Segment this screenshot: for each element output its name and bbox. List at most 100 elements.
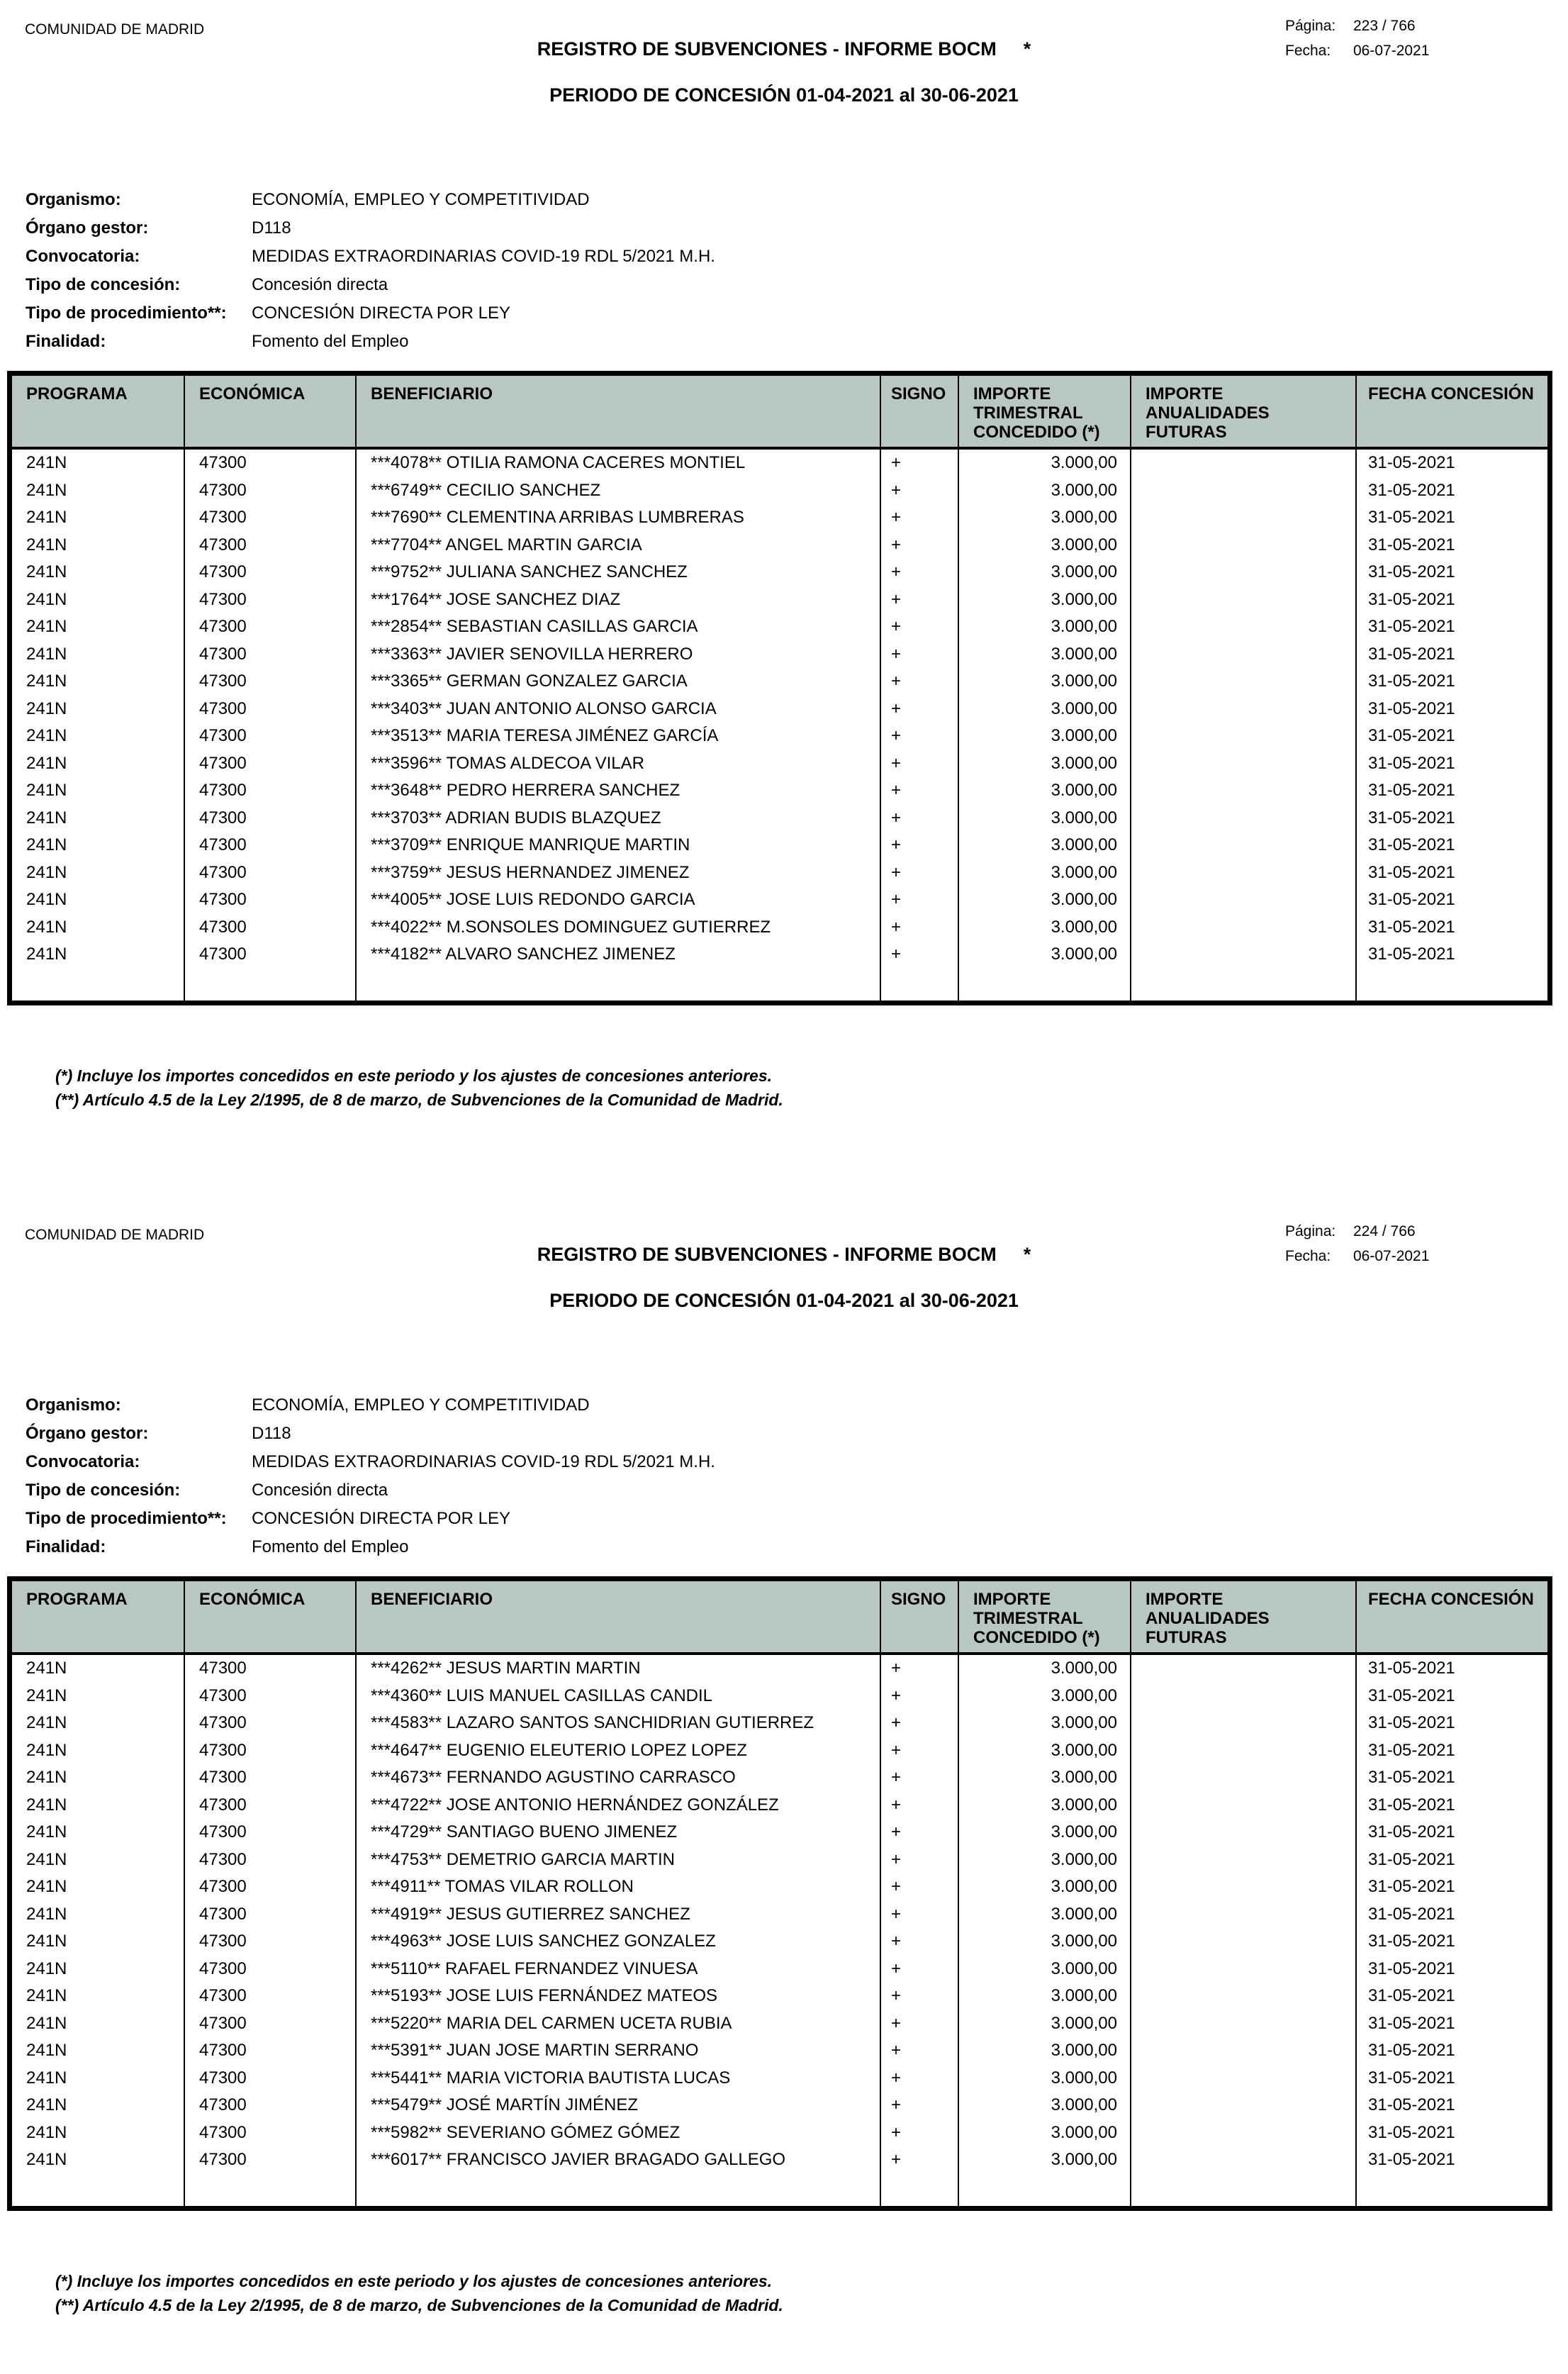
- table-cell: 47300: [185, 2037, 357, 2065]
- table-cell: 31-05-2021: [1368, 480, 1455, 500]
- table-cell: +: [881, 804, 959, 832]
- table-cell: ***4005** JOSE LUIS REDONDO GARCIA: [357, 886, 881, 914]
- table-cell: ***4673** FERNANDO AGUSTINO CARRASCO: [357, 1764, 881, 1792]
- table-cell: ***4022** M.SONSOLES DOMINGUEZ GUTIERREZ: [357, 913, 881, 941]
- table-cell: +: [881, 832, 959, 859]
- table-cell: 241N: [12, 913, 185, 941]
- table-header-cell: PROGRAMA: [12, 1581, 185, 1652]
- table-row: 241N 47300 ***4360** LUIS MANUEL CASILLAS …: [12, 1682, 1547, 1710]
- table-cell: 47300: [185, 2119, 357, 2146]
- table-cell: +: [881, 1737, 959, 1764]
- table-cell: 3.000,00: [959, 2037, 1131, 2065]
- table-cell: ***5220** MARIA DEL CARMEN UCETA RUBIA: [357, 2010, 881, 2037]
- table-cell: 241N: [12, 531, 185, 559]
- table-cell: [1131, 723, 1357, 750]
- date-value: 06-07-2021: [1353, 43, 1430, 59]
- table-cell: 3.000,00: [959, 1928, 1131, 1956]
- footnote: (**) Artículo 4.5 de la Ley 2/1995, de 8…: [55, 2296, 783, 2314]
- table-cell: [1131, 477, 1357, 504]
- table-row: 241N 47300 ***4022** M.SONSOLES DOMINGUEZ …: [12, 913, 1547, 941]
- table-cell: 31-05-2021: [1368, 726, 1455, 746]
- table-cell: [357, 968, 881, 1002]
- table-row: 241N 47300 ***4078** OTILIA RAMONA CACERES…: [12, 450, 1547, 477]
- table-row: 241N 47300 ***3365** GERMAN GONZALEZ GARCI…: [12, 668, 1547, 696]
- table-cell: 31-05-2021: [1368, 917, 1455, 937]
- table-cell: 47300: [185, 1900, 357, 1928]
- meta-row: Finalidad: Fomento del Empleo: [26, 332, 715, 360]
- table-cell: 3.000,00: [959, 531, 1131, 559]
- table-row: 241N 47300 ***6749** CECILIO SANCHEZ +3.000…: [12, 477, 1547, 504]
- org-name: COMUNIDAD DE MADRID: [25, 1227, 205, 1243]
- date-label: Fecha:: [1285, 1248, 1331, 1264]
- report-title-line: REGISTRO DE SUBVENCIONES - INFORME BOCM *: [0, 1244, 1568, 1266]
- table-cell: +: [881, 1682, 959, 1710]
- table-cell: 241N: [12, 2146, 185, 2174]
- report-title-asterisk: *: [1023, 1244, 1031, 1265]
- page-223: COMUNIDAD DE MADRID Página: 223 / 766 Fec…: [0, 0, 1568, 1169]
- table-cell: 3.000,00: [959, 613, 1131, 641]
- table-header-cell: IMPORTE TRIMESTRAL CONCEDIDO (*): [959, 376, 1131, 447]
- page-number-line: Página: 224 / 766: [1285, 1223, 1416, 1240]
- table-row: 241N 47300 ***3596** TOMAS ALDECOA VILAR +3…: [12, 749, 1547, 777]
- table-cell: 47300: [185, 477, 357, 504]
- table-cell: ***4753** DEMETRIO GARCIA MARTIN: [357, 1846, 881, 1873]
- table-cell: 47300: [185, 1737, 357, 1764]
- report-title: REGISTRO DE SUBVENCIONES - INFORME BOCM: [537, 38, 997, 60]
- table-cell: +: [881, 1928, 959, 1956]
- table-cell: [1131, 2119, 1357, 2146]
- meta-label: Finalidad:: [26, 332, 106, 351]
- meta-value: MEDIDAS EXTRAORDINARIAS COVID-19 RDL 5/2…: [252, 1452, 715, 1471]
- table-cell: +: [881, 1819, 959, 1846]
- table-cell: 3.000,00: [959, 668, 1131, 696]
- table-cell: 241N: [12, 1900, 185, 1928]
- table-cell: [1131, 1955, 1357, 1983]
- table-cell: [959, 2173, 1131, 2207]
- report-title-line: REGISTRO DE SUBVENCIONES - INFORME BOCM *: [0, 38, 1568, 60]
- table-cell: ***5479** JOSÉ MARTÍN JIMÉNEZ: [357, 2092, 881, 2119]
- table-cell: 47300: [185, 749, 357, 777]
- table-cell: 3.000,00: [959, 450, 1131, 477]
- table-cell: 3.000,00: [959, 886, 1131, 914]
- meta-value: ECONOMÍA, EMPLEO Y COMPETITIVIDAD: [252, 1395, 590, 1415]
- table-cell: 3.000,00: [959, 586, 1131, 613]
- meta-label: Órgano gestor:: [26, 1424, 149, 1443]
- table-cell: [1131, 859, 1357, 886]
- table-cell: 241N: [12, 640, 185, 668]
- table-cell: +: [881, 749, 959, 777]
- table-cell: ***6749** CECILIO SANCHEZ: [357, 477, 881, 504]
- meta-value: ECONOMÍA, EMPLEO Y COMPETITIVIDAD: [252, 190, 590, 209]
- table-cell: [881, 2173, 959, 2207]
- table-cell: 31-05-2021: [1368, 944, 1455, 964]
- table-cell: ***3709** ENRIQUE MANRIQUE MARTIN: [357, 832, 881, 859]
- table-cell: 3.000,00: [959, 1710, 1131, 1737]
- table-cell: 47300: [185, 586, 357, 613]
- page-224: COMUNIDAD DE MADRID Página: 224 / 766 Fec…: [0, 1205, 1568, 2374]
- table-cell: 3.000,00: [959, 1737, 1131, 1764]
- table-cell: 47300: [185, 1764, 357, 1792]
- table-cell: 47300: [185, 1655, 357, 1683]
- table-row: 241N 47300 ***4647** EUGENIO ELEUTERIO LOP…: [12, 1737, 1547, 1764]
- meta-value: MEDIDAS EXTRAORDINARIAS COVID-19 RDL 5/2…: [252, 247, 715, 266]
- meta-row: Tipo de concesión: Concesión directa: [26, 1481, 715, 1509]
- table-cell: +: [881, 1710, 959, 1737]
- table-row: 241N 47300 ***4722** JOSE ANTONIO HERNÁNDE…: [12, 1791, 1547, 1819]
- table-cell: 31-05-2021: [1368, 835, 1455, 855]
- table-cell: 3.000,00: [959, 2010, 1131, 2037]
- table-cell: 31-05-2021: [1368, 1659, 1455, 1678]
- table-header-row: PROGRAMA ECONÓMICA BENEFICIARIO SIGNO IMPORT…: [12, 1581, 1547, 1655]
- table-cell: 241N: [12, 1873, 185, 1901]
- table-cell: [1131, 2146, 1357, 2174]
- table-cell: +: [881, 2119, 959, 2146]
- table-filler-row: [12, 968, 1547, 1003]
- table-cell: +: [881, 531, 959, 559]
- meta-value: Fomento del Empleo: [252, 332, 409, 351]
- table-cell: 3.000,00: [959, 832, 1131, 859]
- table-cell: 3.000,00: [959, 2092, 1131, 2119]
- table-cell: [1131, 640, 1357, 668]
- table-row: 241N 47300 ***5193** JOSE LUIS FERNÁNDEZ M…: [12, 1983, 1547, 2010]
- table-cell: +: [881, 1846, 959, 1873]
- table-cell: [1357, 969, 1547, 1003]
- footnote: (*) Incluye los importes concedidos en e…: [55, 2272, 773, 2290]
- table-cell: +: [881, 1983, 959, 2010]
- table-cell: 47300: [185, 1983, 357, 2010]
